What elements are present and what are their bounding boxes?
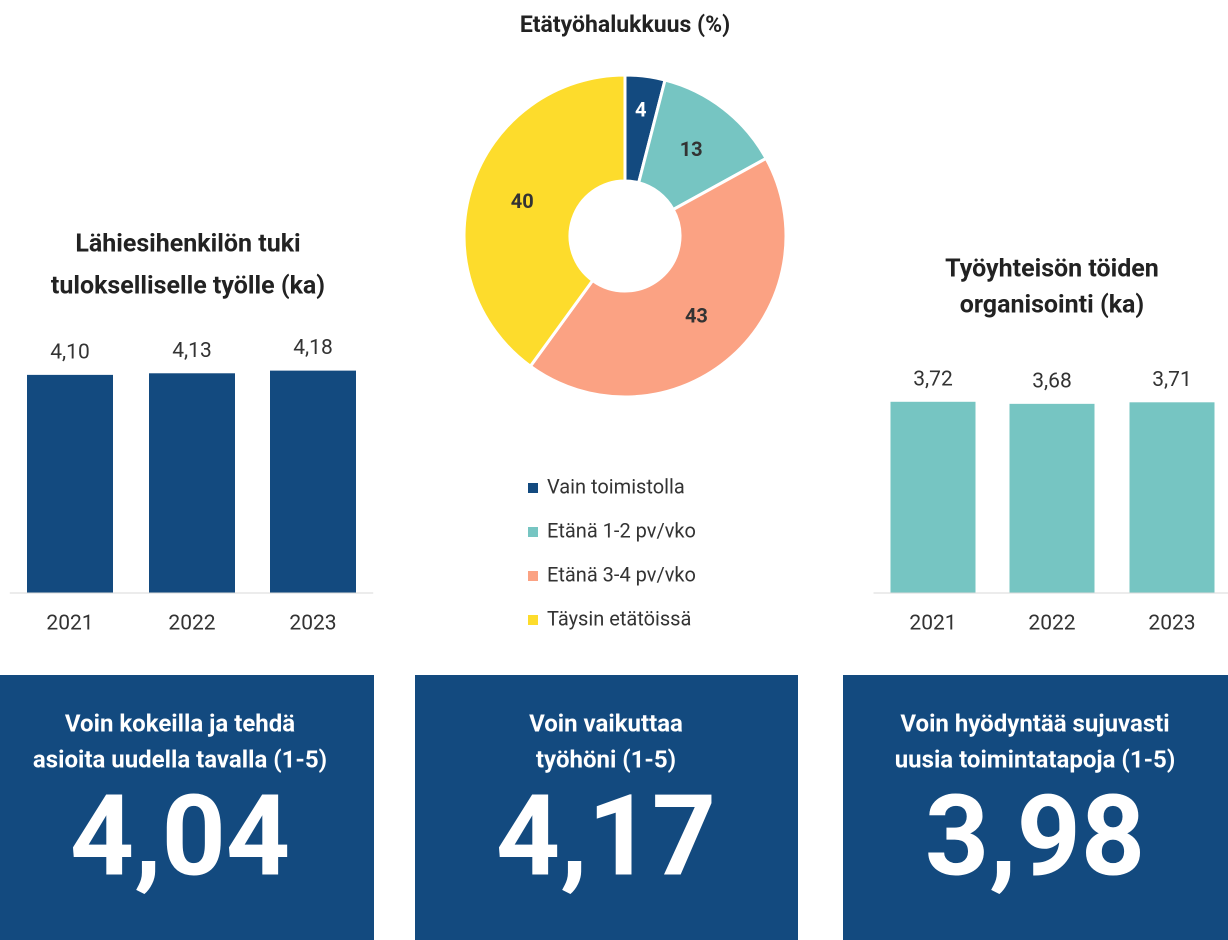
x-tick-label: 2021 <box>46 612 93 636</box>
legend-swatch <box>528 527 538 537</box>
chart-title: Etätyöhalukkuus (%) <box>520 11 730 38</box>
bar <box>270 370 356 593</box>
legend-label: Täysin etätöissä <box>547 606 691 630</box>
kpi-title: työhöni (1-5) <box>536 745 676 773</box>
x-tick-label: 2023 <box>1148 612 1195 636</box>
bar <box>1009 403 1095 593</box>
data-label: 4,13 <box>172 339 212 363</box>
donut-slice <box>636 78 769 212</box>
donut-slice <box>462 73 627 369</box>
chart-title: Työyhteisön töiden <box>945 255 1159 284</box>
kpi-value: 4,04 <box>70 772 290 903</box>
x-tick-label: 2023 <box>289 612 336 636</box>
legend-label: Vain toimistolla <box>547 474 685 498</box>
data-label: 4,18 <box>293 336 333 360</box>
donut-slice <box>528 156 788 399</box>
chart-title: organisointi (ka) <box>960 291 1144 320</box>
bar <box>890 401 976 593</box>
data-label: 40 <box>511 189 534 213</box>
legend-swatch <box>528 483 538 493</box>
x-tick-label: 2022 <box>168 612 215 636</box>
kpi-title: uusia toimintatapoja (1-5) <box>895 745 1176 773</box>
x-tick-label: 2021 <box>909 612 956 636</box>
data-label: 3,68 <box>1032 369 1072 393</box>
x-tick-label: 2022 <box>1028 612 1075 636</box>
bar <box>1129 402 1215 593</box>
chart-title: tulokselliselle työlle (ka) <box>51 272 325 301</box>
data-label: 4,10 <box>50 340 90 364</box>
legend-swatch <box>528 615 538 625</box>
kpi-value: 4,17 <box>496 772 716 903</box>
legend-label: Etänä 1-2 pv/vko <box>547 518 696 542</box>
legend-swatch <box>528 571 538 581</box>
kpi-title: Voin kokeilla ja tehdä <box>65 709 295 737</box>
kpi-card <box>843 675 1228 940</box>
data-label: 3,72 <box>913 367 953 391</box>
kpi-card <box>415 675 798 940</box>
data-label: 43 <box>685 303 708 327</box>
chart-title: Lähiesihenkilön tuki <box>75 230 300 259</box>
data-label: 13 <box>680 137 703 161</box>
kpi-title: Voin hyödyntää sujuvasti <box>900 709 1169 737</box>
legend-label: Etänä 3-4 pv/vko <box>547 562 696 586</box>
kpi-card <box>0 675 374 940</box>
data-label: 3,71 <box>1152 368 1192 392</box>
kpi-value: 3,98 <box>925 772 1145 903</box>
bar <box>149 373 235 593</box>
kpi-title: Voin vaikuttaa <box>529 709 683 737</box>
data-label: 4 <box>635 97 646 121</box>
bar <box>27 374 113 593</box>
kpi-title: asioita uudella tavalla (1-5) <box>33 745 327 773</box>
